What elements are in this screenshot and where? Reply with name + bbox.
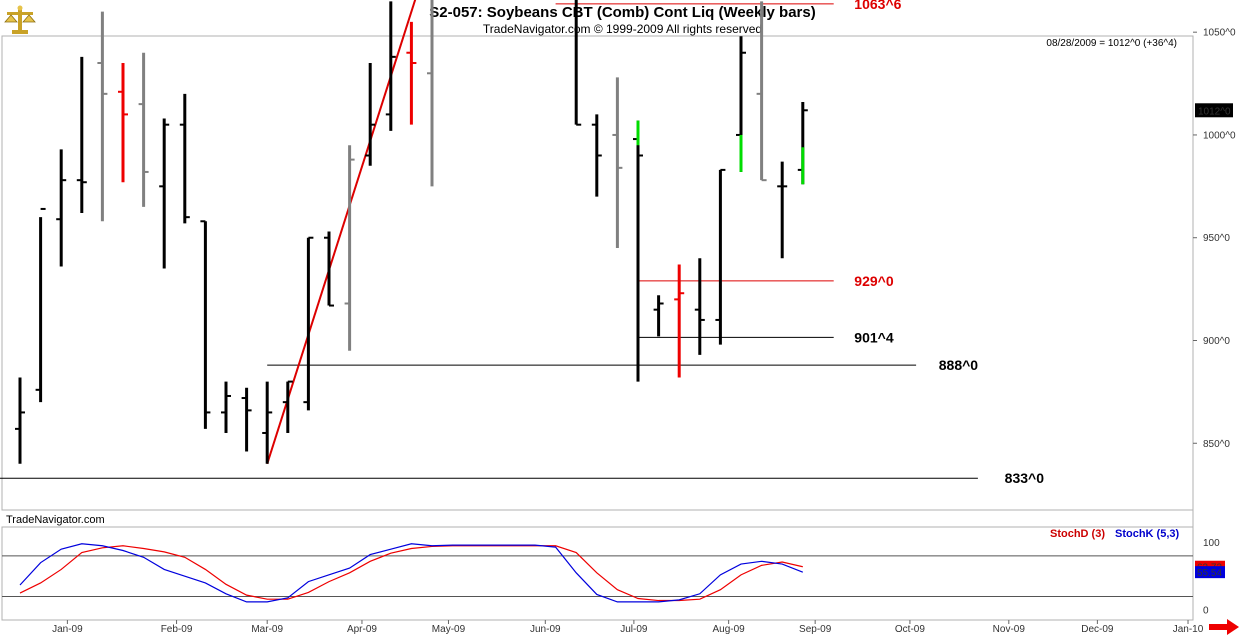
price-level-label: 1063^6 [854,0,901,12]
chart-title: S2-057: Soybeans CBT (Comb) Cont Liq (We… [429,4,816,21]
chart-subtitle: TradeNavigator.com © 1999-2009 All right… [482,22,763,36]
footer-brand: TradeNavigator.com [6,514,105,526]
x-tick-label: Mar-09 [251,624,283,635]
stochk-last-label: 55.54 [1197,568,1222,579]
price-level-label: 888^0 [939,357,979,373]
last-price-label: 1012^0 [1198,106,1231,117]
x-tick-label: Oct-09 [895,624,925,635]
trendline [266,0,417,465]
x-tick-label: Jan-10 [1173,624,1204,635]
stochk-last-box [1195,566,1225,579]
price-level-label: 901^4 [854,329,894,345]
x-tick-label: Feb-09 [161,624,193,635]
y-tick-label: 1000^0 [1203,130,1236,141]
x-tick-label: Aug-09 [713,624,746,635]
price-panel-frame [1,35,1194,511]
last-price-box [1195,103,1233,118]
y-tick-label: 850^0 [1203,439,1230,450]
price-level-label: 833^0 [1005,470,1045,486]
x-tick-label: Apr-09 [347,624,377,635]
right-arrow-icon[interactable] [1209,619,1239,635]
stochk-line [19,543,804,603]
x-tick-label: Nov-09 [993,624,1026,635]
last-price-readout: 08/28/2009 = 1012^0 (+36^4) [1046,38,1177,49]
x-tick-label: Jun-09 [530,624,561,635]
stoch-tick-label: 100 [1203,538,1220,549]
price-level-label: 929^0 [854,273,894,289]
x-tick-label: May-09 [432,624,466,635]
stochd-legend: StochD (3) [1050,528,1105,540]
stochk-legend: StochK (5,3) [1115,528,1180,540]
x-tick-label: Dec-09 [1081,624,1114,635]
y-tick-label: 1050^0 [1203,28,1236,39]
scales-icon [3,4,37,36]
stochd-line [19,545,803,602]
stoch-tick-label: 0 [1203,606,1209,617]
y-tick-label: 950^0 [1203,233,1230,244]
x-tick-label: Jan-09 [52,624,83,635]
x-tick-label: Sep-09 [799,624,832,635]
x-tick-label: Jul-09 [620,624,648,635]
y-tick-label: 900^0 [1203,336,1230,347]
